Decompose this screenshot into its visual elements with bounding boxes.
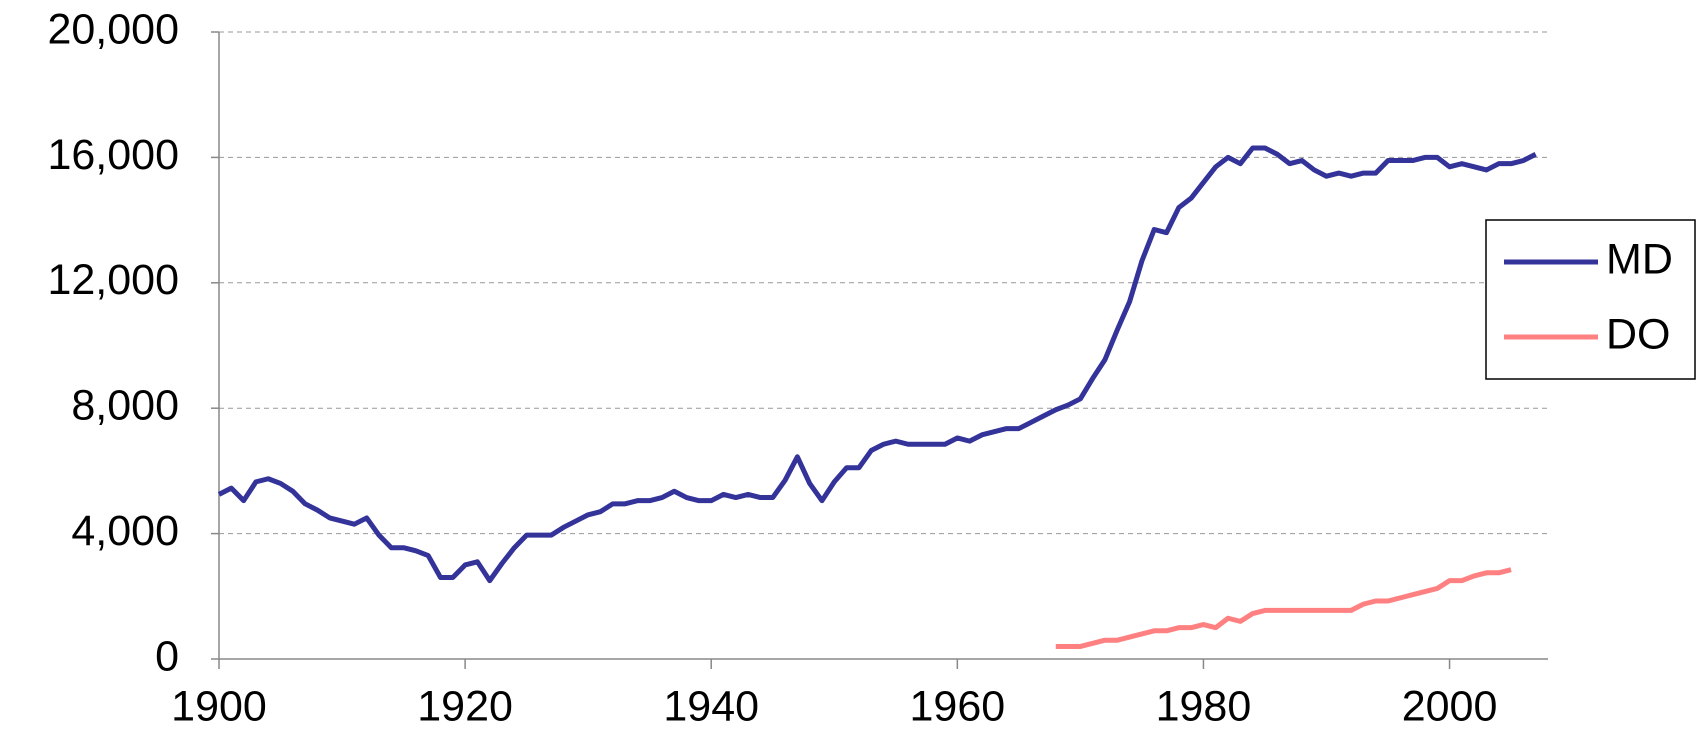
y-tick-label: 4,000: [71, 507, 179, 555]
legend-label: DO: [1606, 310, 1671, 358]
x-tick-label: 1900: [171, 682, 267, 730]
x-tick-label: 1980: [1156, 682, 1252, 730]
y-tick-label: 20,000: [47, 5, 179, 53]
x-tick-label: 2000: [1402, 682, 1498, 730]
series-line: [217, 145, 1537, 584]
y-tick-label: 0: [155, 632, 179, 680]
x-tick-label: 1960: [909, 682, 1005, 730]
series-line: [1055, 567, 1512, 649]
y-tick-label: 8,000: [71, 382, 179, 430]
x-tick-label: 1920: [417, 682, 513, 730]
x-tick-label: 1940: [663, 682, 759, 730]
legend-label: MD: [1606, 235, 1673, 283]
legend-box: [1485, 219, 1696, 380]
y-tick-label: 12,000: [47, 256, 179, 304]
y-tick-label: 16,000: [47, 131, 179, 179]
